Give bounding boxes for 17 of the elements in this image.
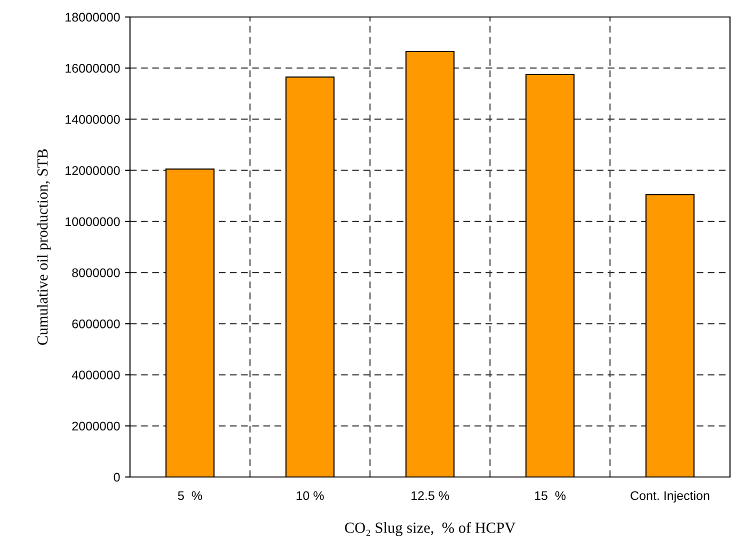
x-tick-label: 15 % — [534, 491, 566, 500]
y-tick-label: 4000000 — [72, 370, 120, 380]
y-axis-title: Cumulative oil production, STB — [36, 149, 51, 345]
x-axis-title: CO₂ Slug size, % of HCPV — [344, 522, 516, 536]
y-tick-label: 14000000 — [66, 115, 120, 124]
y-tick-label: 12000000 — [66, 166, 120, 175]
y-tick-label: 16000000 — [66, 64, 120, 73]
x-tick-label: Cont. Injection — [630, 490, 710, 503]
y-tick-label: 8000000 — [72, 268, 120, 278]
x-tick-label: 5 % — [178, 491, 202, 500]
y-tick-label: 2000000 — [72, 422, 120, 431]
y-tick-label: 18000000 — [66, 12, 120, 22]
y-tick-label: 0 — [114, 472, 120, 482]
y-tick-label: 6000000 — [72, 319, 120, 328]
y-tick-label: 10000000 — [66, 217, 120, 226]
x-tick-label: 10 % — [296, 491, 324, 500]
x-tick-label: 12.5 % — [411, 491, 450, 500]
